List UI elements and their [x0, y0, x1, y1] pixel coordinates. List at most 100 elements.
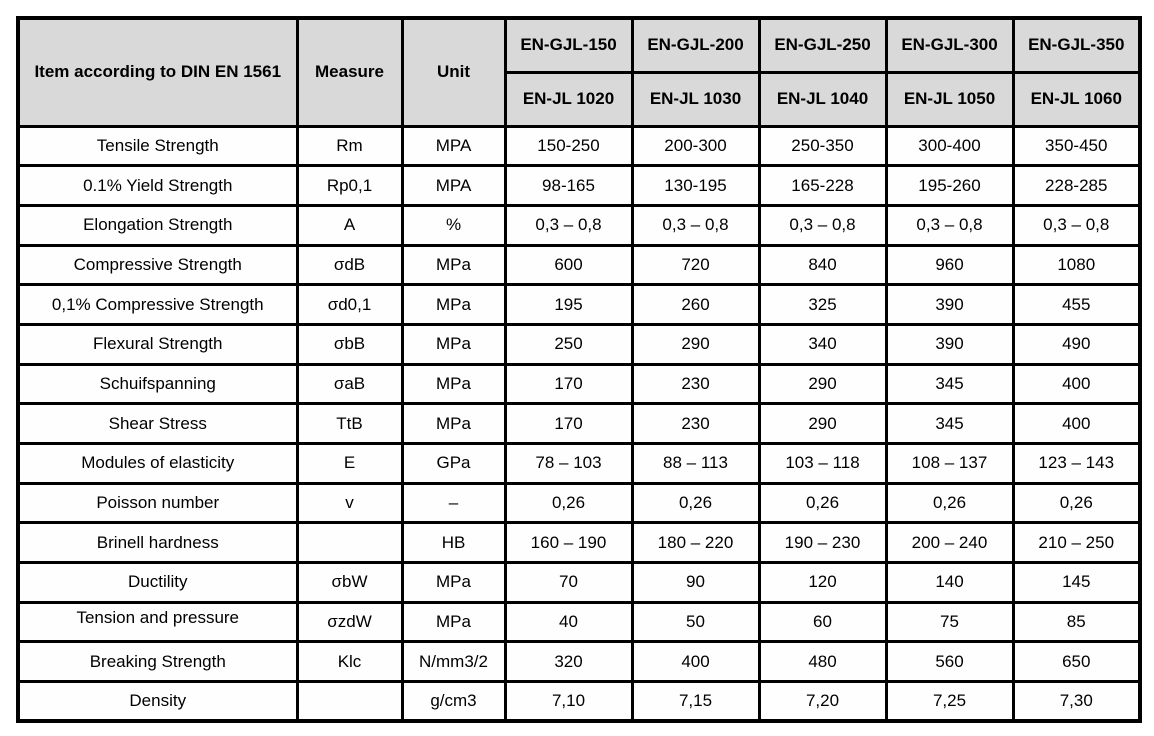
value-cell: 350-450	[1011, 124, 1142, 168]
measure-cell: σzdW	[295, 600, 404, 644]
value-cell: 90	[630, 561, 761, 604]
value-cell: 490	[1011, 322, 1142, 366]
item-cell: Shear Stress	[16, 402, 299, 445]
header-code-en-jl-1050: EN-JL 1050	[884, 70, 1015, 128]
value-cell: 390	[884, 283, 1015, 326]
header-row-grades: Item according to DIN EN 1561 Measure Un…	[16, 16, 1142, 128]
unit-cell: g/cm3	[400, 680, 507, 723]
value-cell: 230	[630, 362, 761, 406]
unit-cell: MPa	[400, 322, 507, 366]
value-cell: 250-350	[757, 124, 888, 168]
value-cell: 290	[757, 362, 888, 406]
unit-cell: MPa	[400, 362, 507, 406]
value-cell: 0,3 – 0,8	[884, 203, 1015, 247]
value-cell: 160 – 190	[503, 521, 634, 565]
table-body: Tensile Strength Rm MPA 150-250 200-300 250-3…	[16, 124, 1142, 723]
value-cell: 400	[1011, 362, 1142, 406]
value-cell: 7,30	[1011, 680, 1142, 723]
measure-cell: σbW	[295, 561, 404, 604]
value-cell: 400	[1011, 402, 1142, 445]
value-cell: 7,15	[630, 680, 761, 723]
value-cell: 150-250	[503, 124, 634, 168]
measure-cell	[295, 521, 404, 565]
unit-cell: MPa	[400, 243, 507, 287]
unit-cell: MPa	[400, 283, 507, 326]
value-cell: 7,10	[503, 680, 634, 723]
header-grade-en-gjl-150: EN-GJL-150	[503, 16, 634, 74]
item-cell: Modules of elasticity	[16, 442, 299, 485]
header-grade-en-gjl-250: EN-GJL-250	[757, 16, 888, 74]
measure-cell: Rm	[295, 124, 404, 168]
value-cell: 1080	[1011, 243, 1142, 287]
value-cell: 320	[503, 640, 634, 684]
measure-cell: TtB	[295, 402, 404, 445]
table-row: Modules of elasticity E GPa 78 – 103 88 – 11…	[16, 442, 1142, 485]
value-cell: 290	[630, 322, 761, 366]
table-row: Schuifspanning σaB MPa 170 230 290 345 400	[16, 362, 1142, 406]
value-cell: 78 – 103	[503, 442, 634, 485]
unit-cell: MPa	[400, 600, 507, 644]
measure-cell: v	[295, 481, 404, 525]
table-row: Tension and pressure σzdW MPa 40 50 60 75 85	[16, 600, 1142, 644]
item-cell: Compressive Strength	[16, 243, 299, 287]
table-row: Ductility σbW MPa 70 90 120 140 145	[16, 561, 1142, 604]
item-cell: Elongation Strength	[16, 203, 299, 247]
header-unit: Unit	[400, 16, 507, 128]
value-cell: 7,20	[757, 680, 888, 723]
value-cell: 88 – 113	[630, 442, 761, 485]
unit-cell: MPA	[400, 124, 507, 168]
header-grade-en-gjl-300: EN-GJL-300	[884, 16, 1015, 74]
value-cell: 0,26	[1011, 481, 1142, 525]
value-cell: 290	[757, 402, 888, 445]
table-row: Tensile Strength Rm MPA 150-250 200-300 250-3…	[16, 124, 1142, 168]
unit-cell: MPa	[400, 402, 507, 445]
material-properties-table: Item according to DIN EN 1561 Measure Un…	[16, 16, 1142, 724]
value-cell: 400	[630, 640, 761, 684]
measure-cell: Klc	[295, 640, 404, 684]
unit-cell: N/mm3/2	[400, 640, 507, 684]
value-cell: 165-228	[757, 164, 888, 207]
value-cell: 0,26	[503, 481, 634, 525]
header-code-en-jl-1020: EN-JL 1020	[503, 70, 634, 128]
item-cell: 0,1% Compressive Strength	[16, 283, 299, 326]
unit-cell: –	[400, 481, 507, 525]
value-cell: 85	[1011, 600, 1142, 644]
value-cell: 480	[757, 640, 888, 684]
header-code-en-jl-1040: EN-JL 1040	[757, 70, 888, 128]
item-cell: Tensile Strength	[16, 124, 299, 168]
measure-cell: A	[295, 203, 404, 247]
item-cell: Tension and pressure	[16, 600, 299, 644]
item-cell: Breaking Strength	[16, 640, 299, 684]
header-grade-en-gjl-200: EN-GJL-200	[630, 16, 761, 74]
value-cell: 720	[630, 243, 761, 287]
table-row: Elongation Strength A% 0,3 – 0,8 0,3 – 0,8 0…	[16, 203, 1142, 247]
item-cell: 0.1% Yield Strength	[16, 164, 299, 207]
value-cell: 60	[757, 600, 888, 644]
value-cell: 345	[884, 402, 1015, 445]
header-grade-en-gjl-350: EN-GJL-350	[1011, 16, 1142, 74]
header-code-en-jl-1030: EN-JL 1030	[630, 70, 761, 128]
item-cell: Density	[16, 680, 299, 723]
table-row: Poisson number v –0,26 0,26 0,26 0,26 0,26	[16, 481, 1142, 525]
value-cell: 0,3 – 0,8	[757, 203, 888, 247]
value-cell: 325	[757, 283, 888, 326]
value-cell: 840	[757, 243, 888, 287]
value-cell: 390	[884, 322, 1015, 366]
value-cell: 230	[630, 402, 761, 445]
item-cell: Flexural Strength	[16, 322, 299, 366]
value-cell: 200-300	[630, 124, 761, 168]
value-cell: 98-165	[503, 164, 634, 207]
measure-cell: σaB	[295, 362, 404, 406]
value-cell: 250	[503, 322, 634, 366]
value-cell: 170	[503, 402, 634, 445]
value-cell: 345	[884, 362, 1015, 406]
item-cell: Poisson number	[16, 481, 299, 525]
table-row: 0.1% Yield Strength Rp0,1 MPA 98-165 130-195…	[16, 164, 1142, 207]
value-cell: 560	[884, 640, 1015, 684]
value-cell: 195-260	[884, 164, 1015, 207]
value-cell: 50	[630, 600, 761, 644]
unit-cell: HB	[400, 521, 507, 565]
header-measure: Measure	[295, 16, 404, 128]
header-code-en-jl-1060: EN-JL 1060	[1011, 70, 1142, 128]
